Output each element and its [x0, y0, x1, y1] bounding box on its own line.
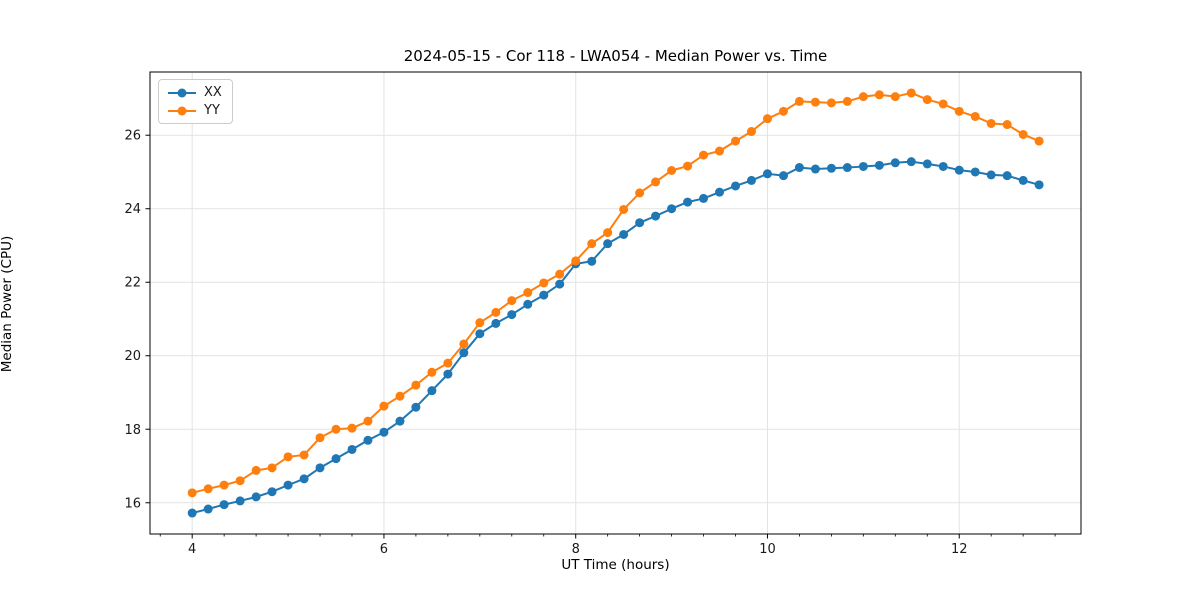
legend-marker-icon: [168, 88, 196, 97]
tick-labels: 4 6 8 10 12 16 18 20 22 24 26: [124, 129, 967, 557]
x-tick-label: 6: [380, 542, 388, 557]
y-tick-label: 20: [124, 349, 141, 364]
y-tick-label: 26: [124, 129, 141, 144]
legend-label: XX: [204, 85, 222, 100]
y-tick-label: 18: [124, 423, 141, 438]
legend-item-yy: YY: [167, 103, 222, 118]
legend-item-xx: XX: [167, 85, 222, 100]
y-axis-label: Median Power (CPU): [0, 235, 15, 373]
plot-frame: [149, 71, 1082, 535]
y-tick-label: 24: [124, 202, 141, 217]
x-tick-label: 10: [759, 542, 776, 557]
y-tick-label: 16: [124, 496, 141, 511]
x-tick-label: 8: [572, 542, 580, 557]
legend-label: YY: [204, 103, 220, 118]
axis-ticks: [145, 134, 1056, 539]
legend-marker-icon: [168, 106, 196, 115]
x-tick-label: 4: [188, 542, 196, 557]
grid-lines: [150, 72, 1081, 534]
x-axis-label: UT Time (hours): [561, 557, 670, 573]
y-tick-label: 22: [124, 276, 141, 291]
legend: XX YY: [158, 79, 233, 124]
chart-title: 2024-05-15 - Cor 118 - LWA054 - Median P…: [403, 47, 828, 65]
x-tick-label: 12: [951, 542, 968, 557]
series-yy: [187, 88, 1044, 498]
series-xx: [187, 157, 1044, 518]
